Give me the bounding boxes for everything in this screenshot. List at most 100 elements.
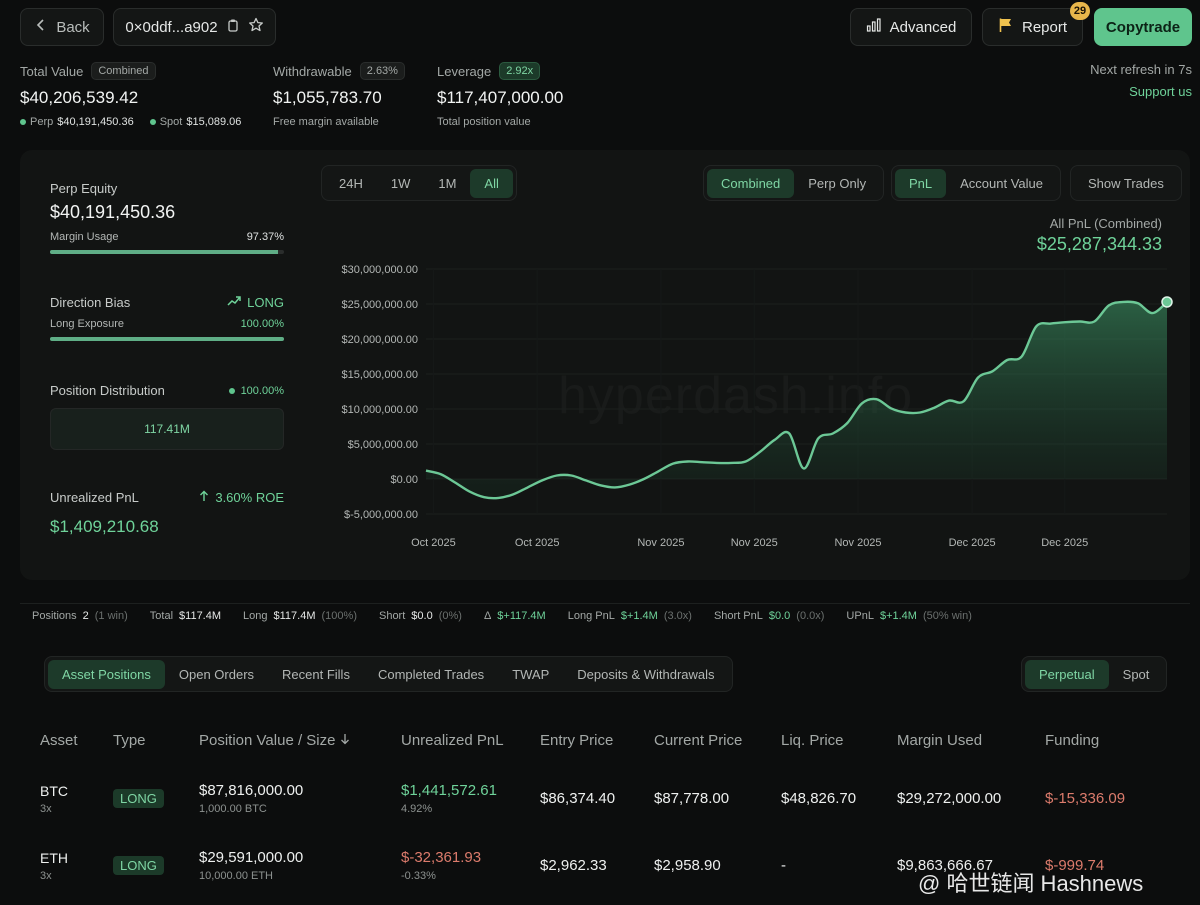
advanced-button[interactable]: Advanced <box>850 8 972 46</box>
long-exposure-fill <box>50 337 284 341</box>
y-tick-label: $15,000,000.00 <box>342 369 418 381</box>
unrealized-pnl-value: $1,409,210.68 <box>50 517 159 536</box>
upnl-value: $+1.4M <box>879 610 917 622</box>
metric-selector: PnL Account Value <box>891 165 1062 201</box>
copytrade-button[interactable]: Copytrade <box>1094 8 1192 46</box>
report-count-badge: 29 <box>1070 2 1090 20</box>
report-label: Report <box>1021 18 1068 36</box>
mode-tab-perp-only[interactable]: Perp Only <box>808 175 867 191</box>
perp-equity-label: Perp Equity <box>50 181 118 196</box>
range-tab-all[interactable]: All <box>470 168 513 198</box>
col-current-price[interactable]: Current Price <box>654 731 743 749</box>
tab-deposits-withdrawals[interactable]: Deposits & Withdrawals <box>577 666 715 682</box>
range-tab-24h[interactable]: 24H <box>339 175 363 191</box>
asset-leverage: 3x <box>40 869 52 882</box>
margin-used: $9,863,666.67 <box>897 857 993 874</box>
col-position-value[interactable]: Position Value / Size <box>199 715 401 765</box>
margin-used: $29,272,000.00 <box>897 790 1002 807</box>
table-header-row: Asset Type Position Value / Size Unreali… <box>40 715 1155 765</box>
long-label: Long <box>243 610 268 622</box>
long-pnl-label: Long PnL <box>567 610 615 622</box>
bar-chart-icon <box>866 17 882 37</box>
positions-note: (1 win) <box>94 610 128 622</box>
range-tab-1m[interactable]: 1M <box>438 175 457 191</box>
address-text: 0×0ddf...a902 <box>125 18 218 36</box>
x-tick-label: Nov 2025 <box>834 537 881 549</box>
roe-value: 3.60% ROE <box>215 490 284 505</box>
tab-twap[interactable]: TWAP <box>512 666 550 682</box>
table-row[interactable]: ETH 3x LONG $29,591,000.00 10,000.00 ETH $… <box>40 832 1155 899</box>
y-tick-label: $0.00 <box>390 474 418 486</box>
y-tick-label: $-5,000,000.00 <box>344 509 418 521</box>
long-exposure-value: 100.00% <box>240 318 284 330</box>
positions-summary: Positions 2 (1 win) Total $117.4M Long $117.… <box>32 610 972 622</box>
col-unrealized-pnl[interactable]: Unrealized PnL <box>401 731 504 749</box>
total-label: Total <box>149 610 174 622</box>
back-button[interactable]: Back <box>20 8 104 46</box>
x-tick-label: Dec 2025 <box>1041 537 1088 549</box>
withdrawable-sub: Free margin available <box>273 116 379 128</box>
x-tick-label: Nov 2025 <box>731 537 778 549</box>
total-value-summary: $117.4M <box>179 610 222 622</box>
position-distribution-block: Position Distribution 100.00% 117.41M <box>50 383 284 450</box>
advanced-label: Advanced <box>889 18 957 36</box>
direction-bias-value: LONG <box>247 295 284 310</box>
market-tab-spot[interactable]: Spot <box>1122 666 1150 682</box>
metric-tab-account-value[interactable]: Account Value <box>960 175 1044 191</box>
col-liq-price[interactable]: Liq. Price <box>781 731 844 749</box>
wallet-address: 0×0ddf...a902 <box>113 8 276 46</box>
col-entry-price[interactable]: Entry Price <box>540 731 614 749</box>
upnl-note: (50% win) <box>922 610 972 622</box>
show-trades-toggle[interactable]: Show Trades <box>1070 165 1182 201</box>
arrow-up-icon <box>199 490 209 505</box>
star-icon[interactable] <box>248 17 264 37</box>
position-value: $29,591,000.00 <box>199 849 304 866</box>
long-exposure-label: Long Exposure <box>50 318 124 330</box>
flag-icon <box>998 17 1014 37</box>
unrealized-pnl-pct: 4.92% <box>401 803 433 815</box>
y-tick-label: $25,000,000.00 <box>342 299 418 311</box>
position-value: $87,816,000.00 <box>199 782 304 799</box>
margin-usage-bar <box>50 250 284 254</box>
tab-recent-fills[interactable]: Recent Fills <box>282 666 350 682</box>
tab-completed-trades[interactable]: Completed Trades <box>377 666 485 682</box>
current-price: $2,958.90 <box>654 857 721 874</box>
perp-label: Perp <box>30 116 54 128</box>
position-distribution-value: 100.00% <box>240 384 284 397</box>
positions-label: Positions <box>32 610 77 622</box>
mode-tab-combined[interactable]: Combined <box>707 168 795 198</box>
spot-dot-icon <box>149 119 156 125</box>
long-exposure-bar <box>50 337 284 341</box>
top-bar: Back 0×0ddf...a902 Advanced Report 29 Co… <box>0 0 1200 60</box>
col-margin-used[interactable]: Margin Used <box>897 731 983 749</box>
support-link[interactable]: Support us <box>1129 84 1192 99</box>
tab-asset-positions[interactable]: Asset Positions <box>48 659 165 689</box>
col-funding[interactable]: Funding <box>1045 731 1100 749</box>
total-value: $40,206,539.42 <box>20 88 139 107</box>
total-value-stat: Total Value Combined $40,206,539.42 Perp … <box>20 62 241 128</box>
leverage-stat: Leverage 2.92x $117,407,000.00 Total posi… <box>437 62 563 128</box>
total-value-label: Total Value <box>20 63 84 79</box>
withdrawable-stat: Withdrawable 2.63% $1,055,783.70 Free mar… <box>273 62 405 128</box>
unrealized-pnl-label: Unrealized PnL <box>50 490 139 505</box>
funding: $-999.74 <box>1045 857 1105 874</box>
market-tab-perpetual[interactable]: Perpetual <box>1025 659 1109 689</box>
metric-tab-pnl[interactable]: PnL <box>895 168 947 198</box>
leverage-label: Leverage <box>437 63 492 79</box>
withdrawable-value: $1,055,783.70 <box>273 88 382 107</box>
table-row[interactable]: BTC 3x LONG $87,816,000.00 1,000.00 BTC $1… <box>40 765 1155 832</box>
overview-panel: Perp Equity $40,191,450.36 Margin Usage 9… <box>20 150 1190 580</box>
chevron-left-icon <box>34 18 48 36</box>
distribution-segment[interactable]: 117.41M <box>50 408 284 450</box>
col-type[interactable]: Type <box>113 731 146 749</box>
copy-icon[interactable] <box>226 18 240 36</box>
short-value: $0.0 <box>411 610 433 622</box>
x-tick-label: Nov 2025 <box>637 537 684 549</box>
col-asset[interactable]: Asset <box>40 731 78 749</box>
tab-open-orders[interactable]: Open Orders <box>178 666 255 682</box>
report-button[interactable]: Report <box>982 8 1083 46</box>
range-tab-1w[interactable]: 1W <box>390 175 411 191</box>
margin-usage-fill <box>50 250 278 254</box>
direction-bias-label: Direction Bias <box>50 295 131 310</box>
market-tabs: Perpetual Spot <box>1021 656 1168 692</box>
